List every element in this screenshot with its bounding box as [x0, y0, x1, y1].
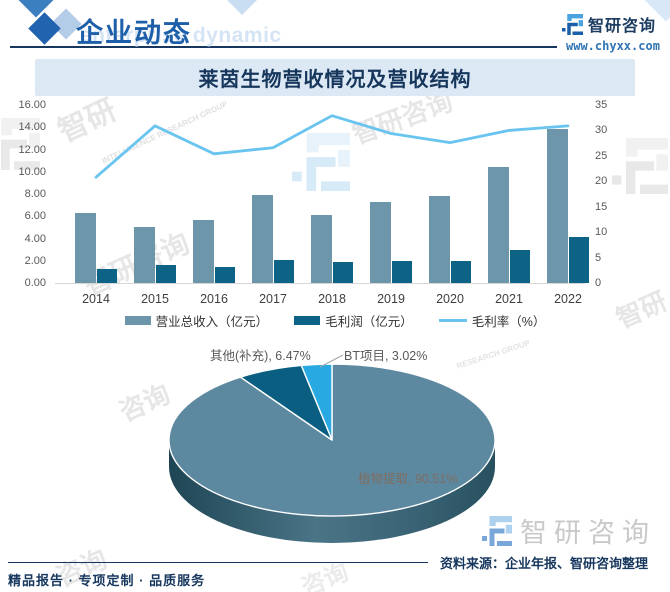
left-axis-label: 10.00	[18, 165, 46, 178]
bar-revenue-2017	[252, 195, 273, 283]
pie-label-bt: BT项目, 3.02%	[344, 349, 428, 363]
bar-profit-2017	[274, 259, 294, 283]
right-axis-label: 20	[595, 175, 608, 188]
legend-item: 毛利润（亿元）	[294, 311, 413, 330]
bar-profit-2014	[97, 268, 117, 283]
legend-label: 毛利润（亿元）	[325, 315, 413, 329]
legend-label: 毛利率（%）	[471, 315, 546, 329]
right-axis-label: 0	[595, 277, 602, 289]
bar-revenue-2018	[311, 215, 332, 283]
bar-revenue-2014	[75, 212, 96, 283]
bar-revenue-2021	[488, 167, 509, 283]
x-axis-label-2017: 2017	[259, 292, 287, 306]
brand-watermark-logo-icon	[482, 515, 512, 546]
right-axis-label: 35	[595, 99, 608, 111]
right-axis-label: 30	[595, 124, 608, 137]
brand-block: 智研咨询	[562, 12, 656, 36]
source-text: 资料来源：企业年报、智研咨询整理	[440, 556, 649, 571]
pie-leader-line	[319, 354, 344, 368]
plot-area	[55, 105, 589, 284]
watermark-logo-right	[612, 138, 668, 194]
right-axis-label: 10	[595, 226, 608, 239]
section-title: 企业动态	[76, 18, 192, 48]
bar-revenue-2022	[547, 129, 568, 283]
left-axis-label: 4.00	[24, 232, 46, 245]
left-axis-label: 16.00	[18, 99, 46, 111]
footer-tagline: 精品报告 · 专项定制 · 品质服务	[8, 573, 206, 588]
header-rule	[10, 46, 557, 48]
legend-item: 营业总收入（亿元）	[124, 311, 269, 330]
bar-profit-2022	[569, 237, 589, 283]
margin-line	[94, 114, 570, 179]
right-axis-label: 15	[595, 200, 608, 213]
bar-revenue-2015	[134, 227, 155, 283]
bar-profit-2018	[333, 261, 353, 283]
left-axis-label: 12.00	[18, 143, 46, 156]
pie-label-other: 其他(补充), 6.47%	[210, 349, 311, 363]
bar-profit-2021	[510, 249, 530, 283]
left-axis-label: 0.00	[24, 277, 46, 289]
bar-profit-2020	[451, 260, 471, 283]
x-axis-label-2019: 2019	[377, 292, 405, 306]
x-axis-label-2014: 2014	[82, 292, 110, 306]
x-axis-label-2015: 2015	[141, 292, 169, 306]
bar-profit-2015	[156, 265, 176, 283]
brand-website-link[interactable]: www.chyxx.com	[566, 39, 660, 53]
left-axis-label: 6.00	[24, 210, 46, 223]
bar-profit-2016	[215, 267, 235, 283]
brand-watermark: 智研咨询	[482, 511, 656, 550]
brand-logo-icon	[562, 13, 583, 35]
legend-label: 营业总收入（亿元）	[155, 315, 269, 329]
bar-profit-2019	[392, 260, 412, 283]
x-axis-label-2022: 2022	[554, 292, 582, 306]
x-axis-label-2021: 2021	[495, 292, 523, 306]
x-axis-label-2018: 2018	[318, 292, 346, 306]
legend-swatch	[124, 316, 151, 325]
legend-swatch	[438, 319, 467, 322]
right-axis-label: 25	[595, 149, 608, 162]
right-axis-label: 5	[595, 251, 602, 264]
bar-revenue-2019	[370, 201, 391, 283]
pie-chart	[168, 354, 496, 543]
chart-title: 莱茵生物营收情况及营收结构	[198, 69, 472, 91]
brand-watermark-text: 智研咨询	[520, 518, 656, 548]
x-axis-label-2016: 2016	[200, 292, 228, 306]
chart-legend: 营业总收入（亿元） 毛利润（亿元） 毛利率（%）	[0, 311, 670, 330]
bar-revenue-2020	[429, 196, 450, 283]
left-axis-label: 14.00	[18, 121, 46, 134]
left-axis-label: 8.00	[24, 188, 46, 200]
corner-shape-top-center	[217, 0, 267, 16]
x-axis-label-2020: 2020	[436, 292, 464, 306]
brand-name: 智研咨询	[588, 18, 657, 35]
left-axis-label: 2.00	[24, 254, 46, 267]
chart-title-banner: 莱茵生物营收情况及营收结构	[35, 59, 635, 96]
pie-slice-BT项目	[300, 363, 333, 441]
section-title-en: enterprise dynamic	[80, 24, 282, 47]
legend-swatch	[294, 316, 321, 325]
source-rule	[8, 562, 428, 563]
pie-side	[169, 440, 495, 543]
pie-label-plant: 植物提取, 90.51%	[358, 472, 458, 486]
corner-shape-top-left	[10, 0, 62, 18]
legend-item: 毛利率（%）	[438, 311, 546, 330]
bar-revenue-2016	[193, 219, 214, 283]
